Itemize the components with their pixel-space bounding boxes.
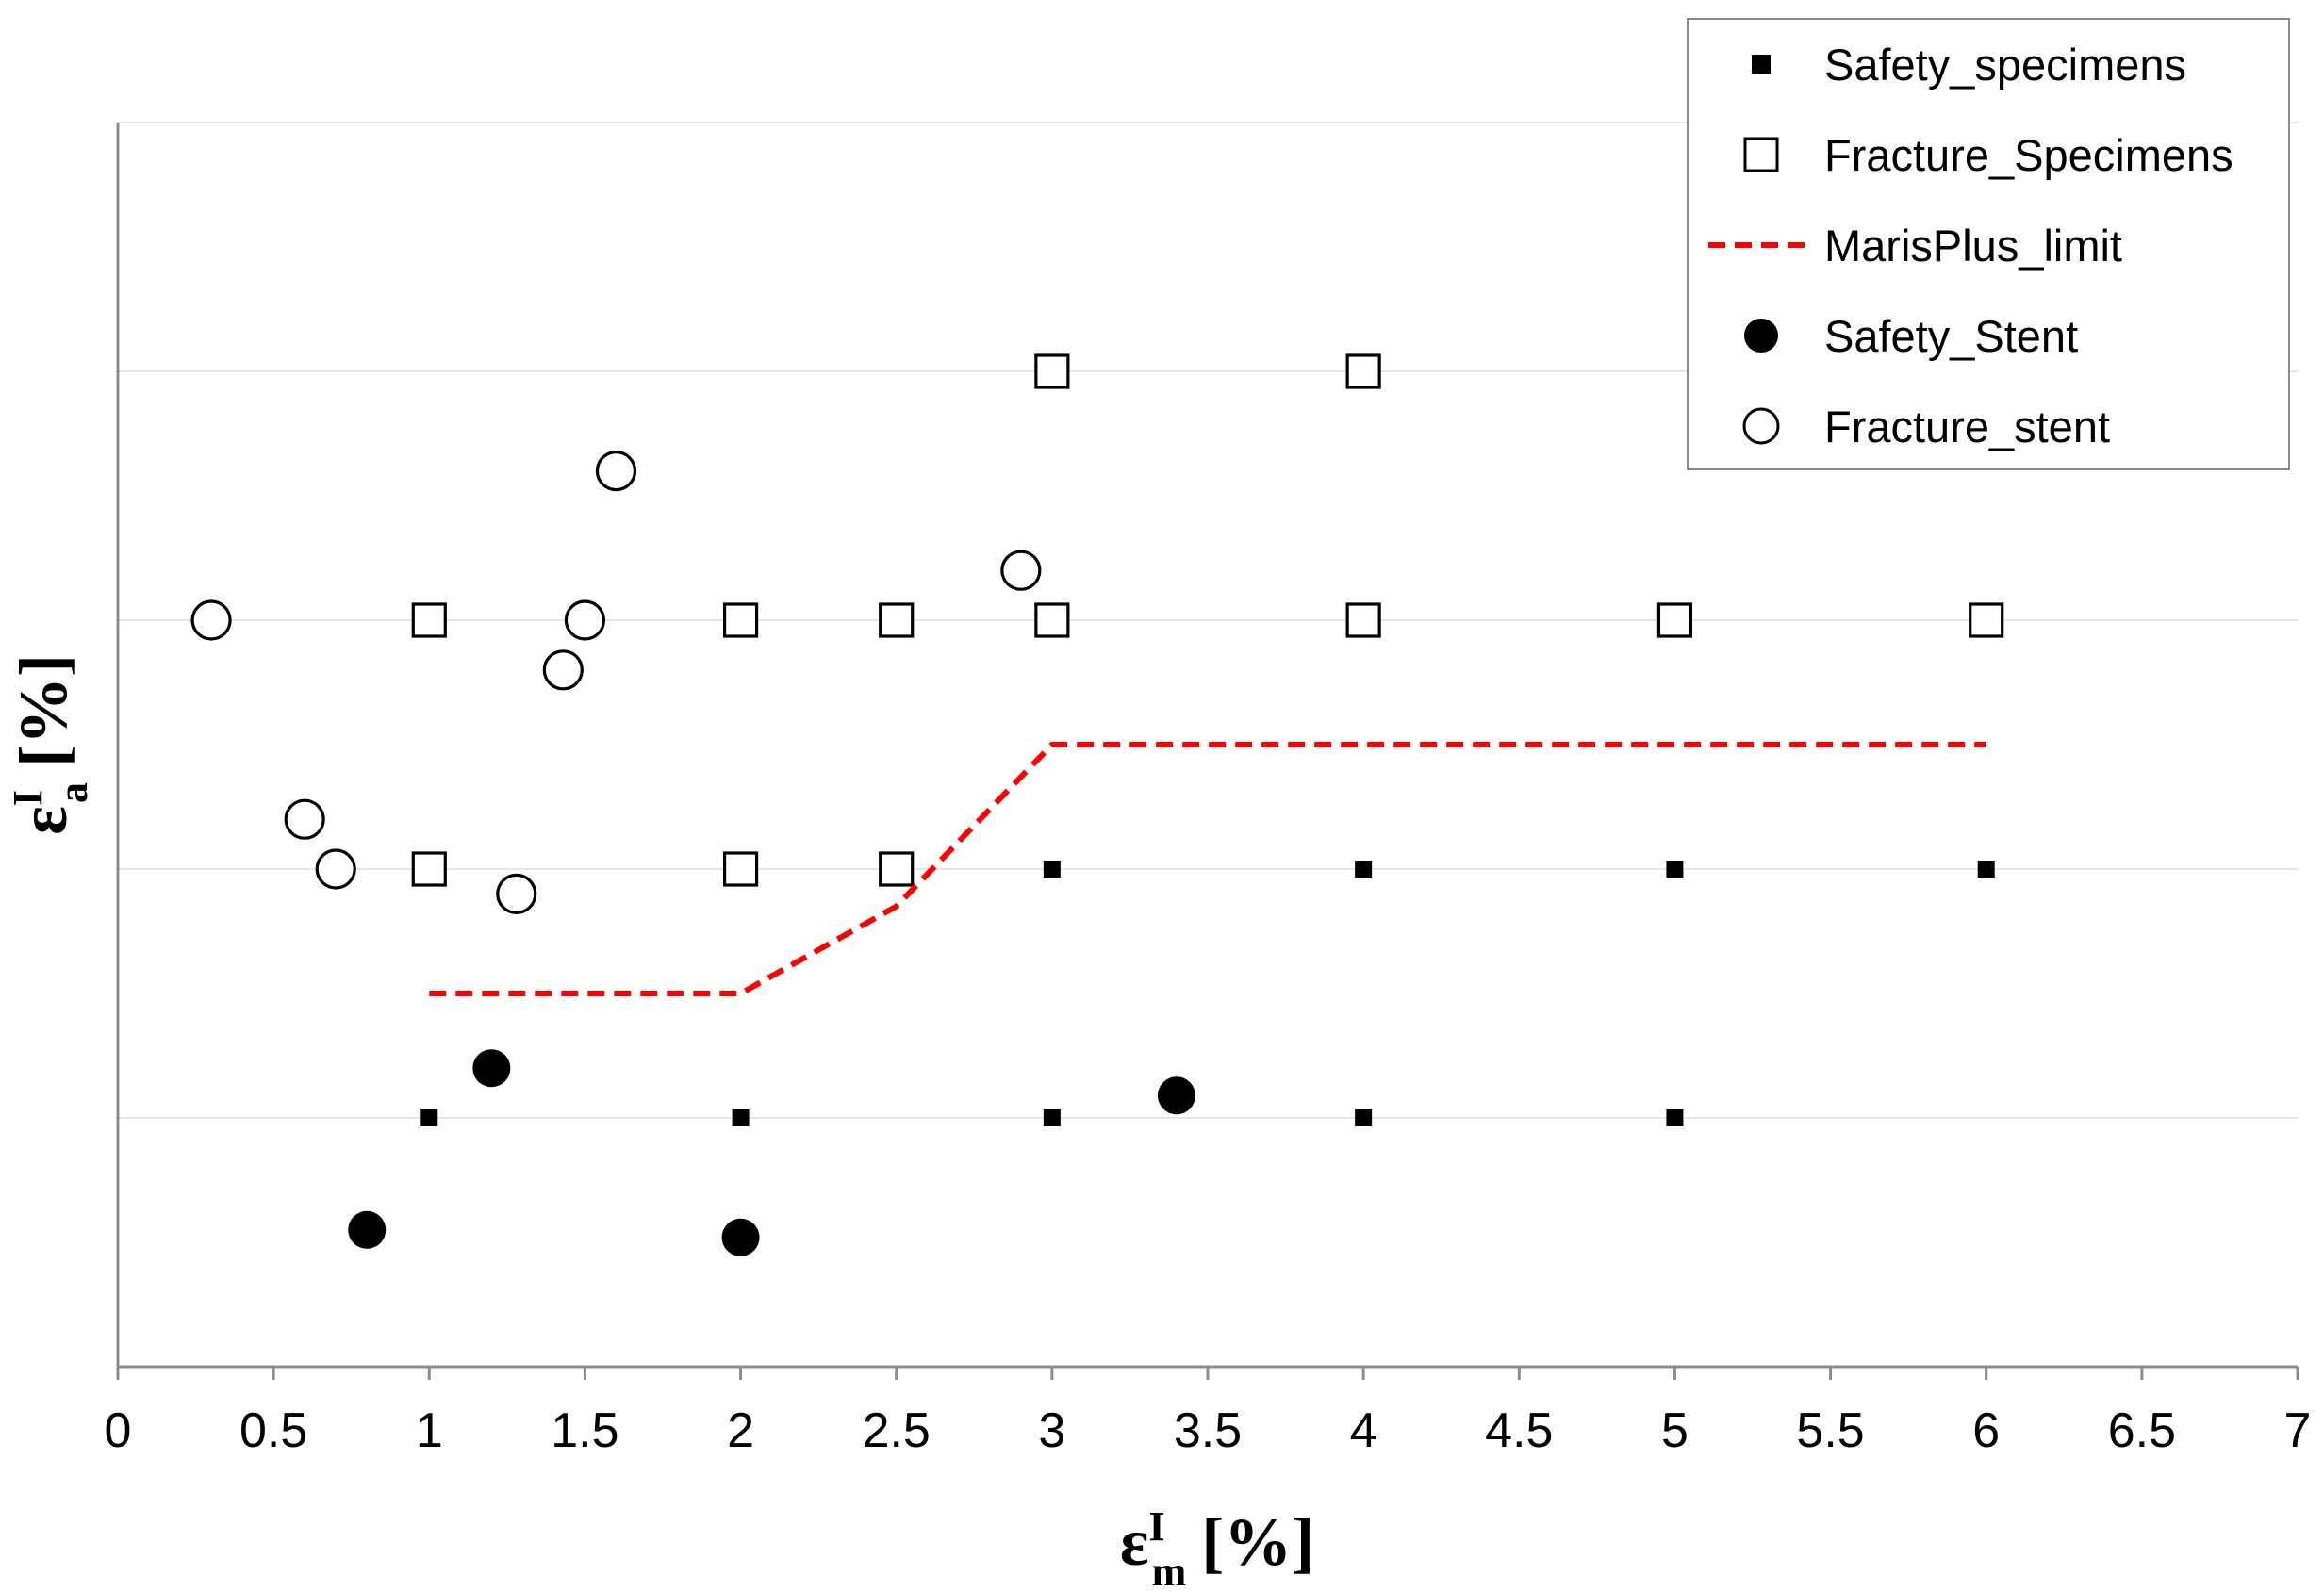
- series-MarisPlus_limit: [429, 742, 1986, 996]
- series-Safety_specimens: [420, 861, 1995, 1126]
- x-tick-label: 0: [105, 1403, 132, 1458]
- x-tick-label: 5: [1661, 1403, 1689, 1458]
- x-axis-symbol: ε: [1120, 1504, 1149, 1580]
- x-axis-subscript: m: [1152, 1549, 1187, 1592]
- x-tick-label: 2: [727, 1403, 754, 1458]
- point-Fracture_stent-7: [1000, 550, 1042, 591]
- series-Safety_Stent: [348, 1049, 1195, 1256]
- point-Fracture_Specimens-11: [1345, 353, 1381, 389]
- point-Safety_Stent-3: [1157, 1076, 1195, 1115]
- point-Safety_specimens-8: [1977, 861, 1995, 878]
- x-tick-label: 6.5: [2108, 1403, 2176, 1458]
- point-Safety_specimens-4: [1666, 1109, 1684, 1126]
- point-Fracture_Specimens-1: [722, 851, 759, 887]
- legend-label-Fracture_stent: Fracture_stent: [1824, 402, 2110, 451]
- series-Fracture_Specimens: [411, 353, 2004, 887]
- point-Fracture_Specimens-0: [411, 851, 447, 887]
- point-Fracture_stent-5: [564, 599, 606, 641]
- y-axis-unit: [%]: [6, 654, 81, 767]
- point-Safety_specimens-1: [732, 1109, 750, 1126]
- x-tick-label: 6: [1972, 1403, 2000, 1458]
- y-axis-superscript: I: [5, 790, 51, 806]
- point-Fracture_Specimens-2: [879, 851, 915, 887]
- point-Fracture_Specimens-4: [722, 602, 759, 638]
- legend-marker-Safety_Stent: [1744, 319, 1778, 353]
- point-Fracture_Specimens-7: [1345, 602, 1381, 638]
- legend-label-Fracture_Specimens: Fracture_Specimens: [1824, 130, 2233, 180]
- point-Fracture_stent-2: [315, 848, 356, 890]
- legend-label-MarisPlus_limit: MarisPlus_limit: [1824, 221, 2122, 271]
- x-tick-label: 4.5: [1485, 1403, 1553, 1458]
- x-axis-superscript: I: [1149, 1503, 1165, 1550]
- x-axis-unit: [%]: [1201, 1504, 1314, 1580]
- y-axis-title-group: εIa [%]: [5, 654, 96, 835]
- y-axis-symbol: ε: [6, 806, 81, 835]
- point-Fracture_Specimens-10: [1034, 353, 1070, 389]
- x-tick-label: 1.5: [551, 1403, 618, 1458]
- x-axis-ticks: 0 0.5 1 1.5 2 2.5 3 3.5 4 4.5 5 5.5 6 6.5 7: [105, 1367, 2312, 1458]
- data-series: [190, 353, 2004, 1256]
- point-Safety_specimens-6: [1355, 861, 1373, 878]
- point-Fracture_stent-0: [190, 599, 232, 641]
- y-axis-title: εIa [%]: [5, 654, 96, 835]
- point-Fracture_Specimens-6: [1034, 602, 1070, 638]
- point-Fracture_stent-6: [595, 451, 637, 492]
- point-Safety_Stent-0: [348, 1210, 387, 1249]
- x-axis-title: εI m [%]: [1120, 1503, 1315, 1592]
- x-tick-label: 2.5: [863, 1403, 931, 1458]
- legend-marker-Fracture_stent: [1742, 407, 1780, 445]
- point-Fracture_Specimens-5: [879, 602, 915, 638]
- point-Fracture_stent-4: [542, 649, 584, 691]
- point-Safety_specimens-7: [1666, 861, 1684, 878]
- legend-label-Safety_Stent: Safety_Stent: [1824, 311, 2078, 361]
- legend-marker-Safety_specimens: [1752, 55, 1771, 74]
- y-axis-subscript: a: [50, 782, 96, 803]
- legend-label-Safety_specimens: Safety_specimens: [1824, 40, 2186, 90]
- x-tick-label: 7: [2284, 1403, 2312, 1458]
- point-Fracture_Specimens-3: [411, 602, 447, 638]
- point-Fracture_stent-1: [284, 798, 325, 840]
- point-Safety_specimens-3: [1355, 1109, 1373, 1126]
- legend-marker-Fracture_Specimens: [1743, 137, 1779, 172]
- x-tick-label: 5.5: [1796, 1403, 1864, 1458]
- point-Safety_specimens-0: [420, 1109, 438, 1126]
- point-Safety_specimens-2: [1043, 1109, 1061, 1126]
- point-Safety_Stent-1: [472, 1049, 511, 1088]
- point-Safety_Stent-2: [721, 1218, 760, 1256]
- x-tick-label: 3.5: [1174, 1403, 1242, 1458]
- x-tick-label: 3: [1038, 1403, 1065, 1458]
- legend: Safety_specimens Fracture_Specimens MarisP…: [1687, 18, 2290, 470]
- x-tick-label: 0.5: [239, 1403, 307, 1458]
- point-Safety_specimens-5: [1043, 861, 1061, 878]
- point-Fracture_Specimens-8: [1656, 602, 1693, 638]
- point-Fracture_Specimens-9: [1969, 602, 2004, 638]
- line-MarisPlus_limit: [429, 742, 1986, 996]
- series-Fracture_stent: [190, 451, 1042, 915]
- point-Fracture_stent-3: [496, 873, 537, 915]
- x-tick-label: 4: [1350, 1403, 1377, 1458]
- x-tick-label: 1: [416, 1403, 443, 1458]
